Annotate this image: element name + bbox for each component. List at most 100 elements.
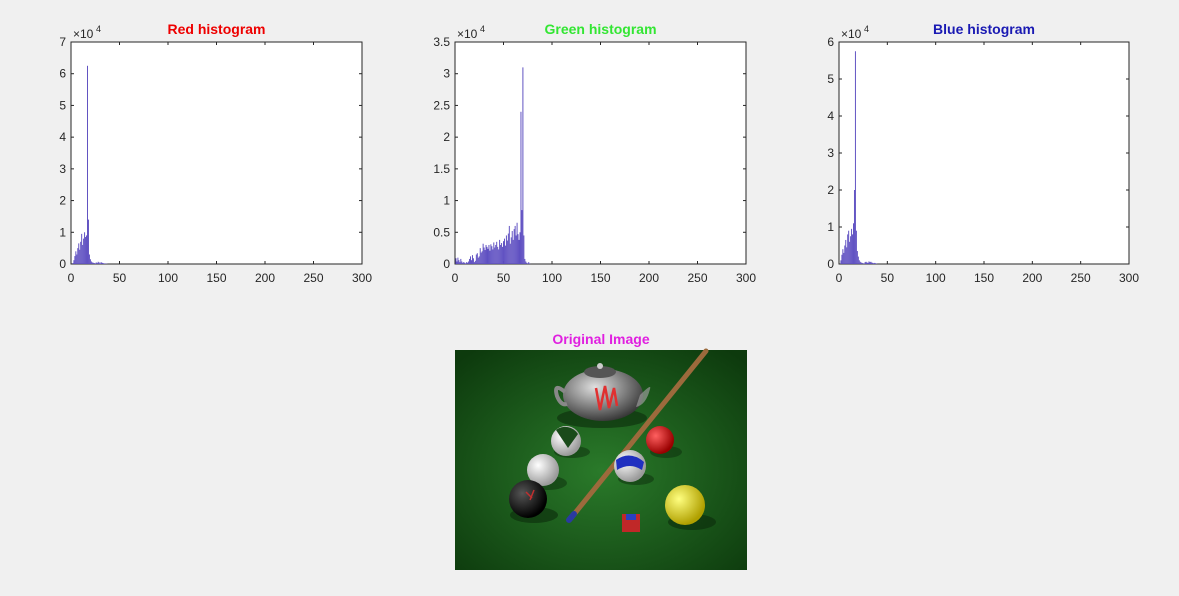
histogram-bar — [503, 241, 504, 264]
histogram-bar — [498, 249, 500, 264]
histogram-bar — [95, 262, 97, 264]
histogram-bar — [103, 263, 105, 264]
histogram-bar — [840, 260, 842, 264]
histogram-bar — [459, 262, 461, 264]
y-tick-label: 1 — [443, 194, 450, 208]
histogram-bar — [473, 262, 475, 264]
histogram-bar — [509, 243, 511, 264]
histogram-bar — [841, 254, 843, 264]
histogram-bar — [497, 246, 499, 264]
green-histogram-axes[interactable]: Green histogram 0 50 100 150 200 250 300 0 0.5 1 1.… — [433, 21, 756, 285]
histogram-bar — [484, 250, 486, 264]
histogram-bar — [101, 262, 103, 264]
histogram-bar — [88, 254, 90, 264]
histogram-bar — [481, 251, 483, 264]
histogram-bar — [849, 241, 851, 264]
histogram-bar — [483, 247, 485, 264]
plot-area — [454, 41, 747, 265]
histogram-bar — [846, 247, 848, 264]
y-tick-label: 2 — [443, 130, 450, 144]
histogram-bar — [496, 241, 498, 264]
histogram-bar — [493, 242, 495, 264]
histogram-bar — [99, 263, 101, 264]
x-tick-label: 100 — [542, 271, 562, 285]
histogram-bar — [508, 225, 510, 264]
blue-histogram-axes[interactable]: Blue histogram 0 50 100 150 200 250 300 0 1 2 3 4 5 6 ×… — [827, 21, 1139, 285]
histogram-bar — [489, 250, 491, 264]
histogram-bar — [495, 244, 497, 264]
histogram-bar — [854, 51, 856, 264]
histogram-bar — [859, 261, 861, 264]
histogram-bar — [460, 258, 462, 264]
histogram-bar — [523, 235, 525, 264]
y-multiplier-exponent: 4 — [96, 24, 101, 34]
histogram-bar — [474, 260, 476, 264]
histogram-bar — [87, 65, 88, 265]
histogram-bar — [90, 261, 92, 264]
red-histogram-axes[interactable]: Red histogram 0 50 100 150 200 250 300 0 1 2 3 4 5 6 7 ×… — [59, 21, 372, 285]
histogram-bar — [519, 232, 521, 264]
histogram-bar — [857, 256, 859, 264]
histogram-bar — [520, 111, 522, 265]
histogram-bar — [518, 239, 520, 264]
histogram-bar — [100, 262, 102, 264]
histogram-bar — [471, 260, 472, 264]
y-multiplier-exponent: 4 — [864, 24, 869, 34]
histogram-bar — [97, 261, 99, 264]
histogram-bar — [873, 263, 875, 264]
histogram-bar — [94, 263, 96, 264]
y-tick-label: 5 — [827, 72, 834, 86]
histogram-bar — [480, 252, 482, 264]
histogram-bar — [529, 263, 531, 264]
histogram-bar — [511, 231, 513, 264]
y-tick-label: 3 — [59, 162, 66, 176]
x-tick-label: 300 — [352, 271, 372, 285]
x-tick-label: 250 — [1071, 271, 1091, 285]
x-tick-label: 250 — [303, 271, 323, 285]
histogram-bar — [853, 223, 854, 264]
y-multiplier-base: ×10 — [841, 27, 862, 41]
chart-title: Red histogram — [167, 21, 265, 37]
histogram-bar — [866, 262, 868, 264]
y-tick-label: 3.5 — [433, 35, 450, 49]
y-tick-label: 3 — [827, 146, 834, 160]
histogram-bar — [516, 222, 518, 264]
histogram-bar — [475, 254, 477, 264]
histogram-bar — [466, 262, 468, 264]
histogram-bar — [75, 251, 77, 264]
histogram-bar — [72, 263, 74, 264]
x-tick-label: 300 — [1119, 271, 1139, 285]
histogram-bar — [861, 262, 863, 264]
histogram-bar — [482, 243, 484, 264]
histogram-bar — [77, 248, 79, 264]
histogram-bar — [868, 261, 870, 264]
x-tick-label: 0 — [452, 271, 459, 285]
y-tick-label: 1 — [827, 220, 834, 234]
histogram-bar — [92, 262, 94, 264]
histogram-bar — [851, 228, 853, 264]
histogram-bar — [488, 244, 490, 264]
y-tick-label: 1.5 — [433, 162, 450, 176]
histogram-bar — [86, 235, 88, 264]
histogram-bar — [80, 241, 82, 264]
histogram-bar — [81, 233, 83, 264]
y-tick-label: 1 — [59, 225, 66, 239]
histogram-bar — [494, 247, 496, 264]
y-tick-label: 4 — [827, 109, 834, 123]
histogram-bar — [76, 254, 78, 264]
histogram-bar — [512, 239, 514, 264]
histogram-bar — [82, 244, 84, 264]
histogram-bar — [486, 246, 488, 264]
x-tick-label: 200 — [255, 271, 275, 285]
histogram-bar — [463, 262, 465, 264]
y-tick-label: 2 — [827, 183, 834, 197]
original-image — [455, 348, 747, 570]
x-tick-label: 50 — [881, 271, 895, 285]
histogram-bar — [853, 190, 855, 264]
histogram-bar — [502, 246, 504, 264]
x-tick-label: 100 — [158, 271, 178, 285]
y-tick-label: 0.5 — [433, 225, 450, 239]
x-tick-label: 0 — [68, 271, 75, 285]
